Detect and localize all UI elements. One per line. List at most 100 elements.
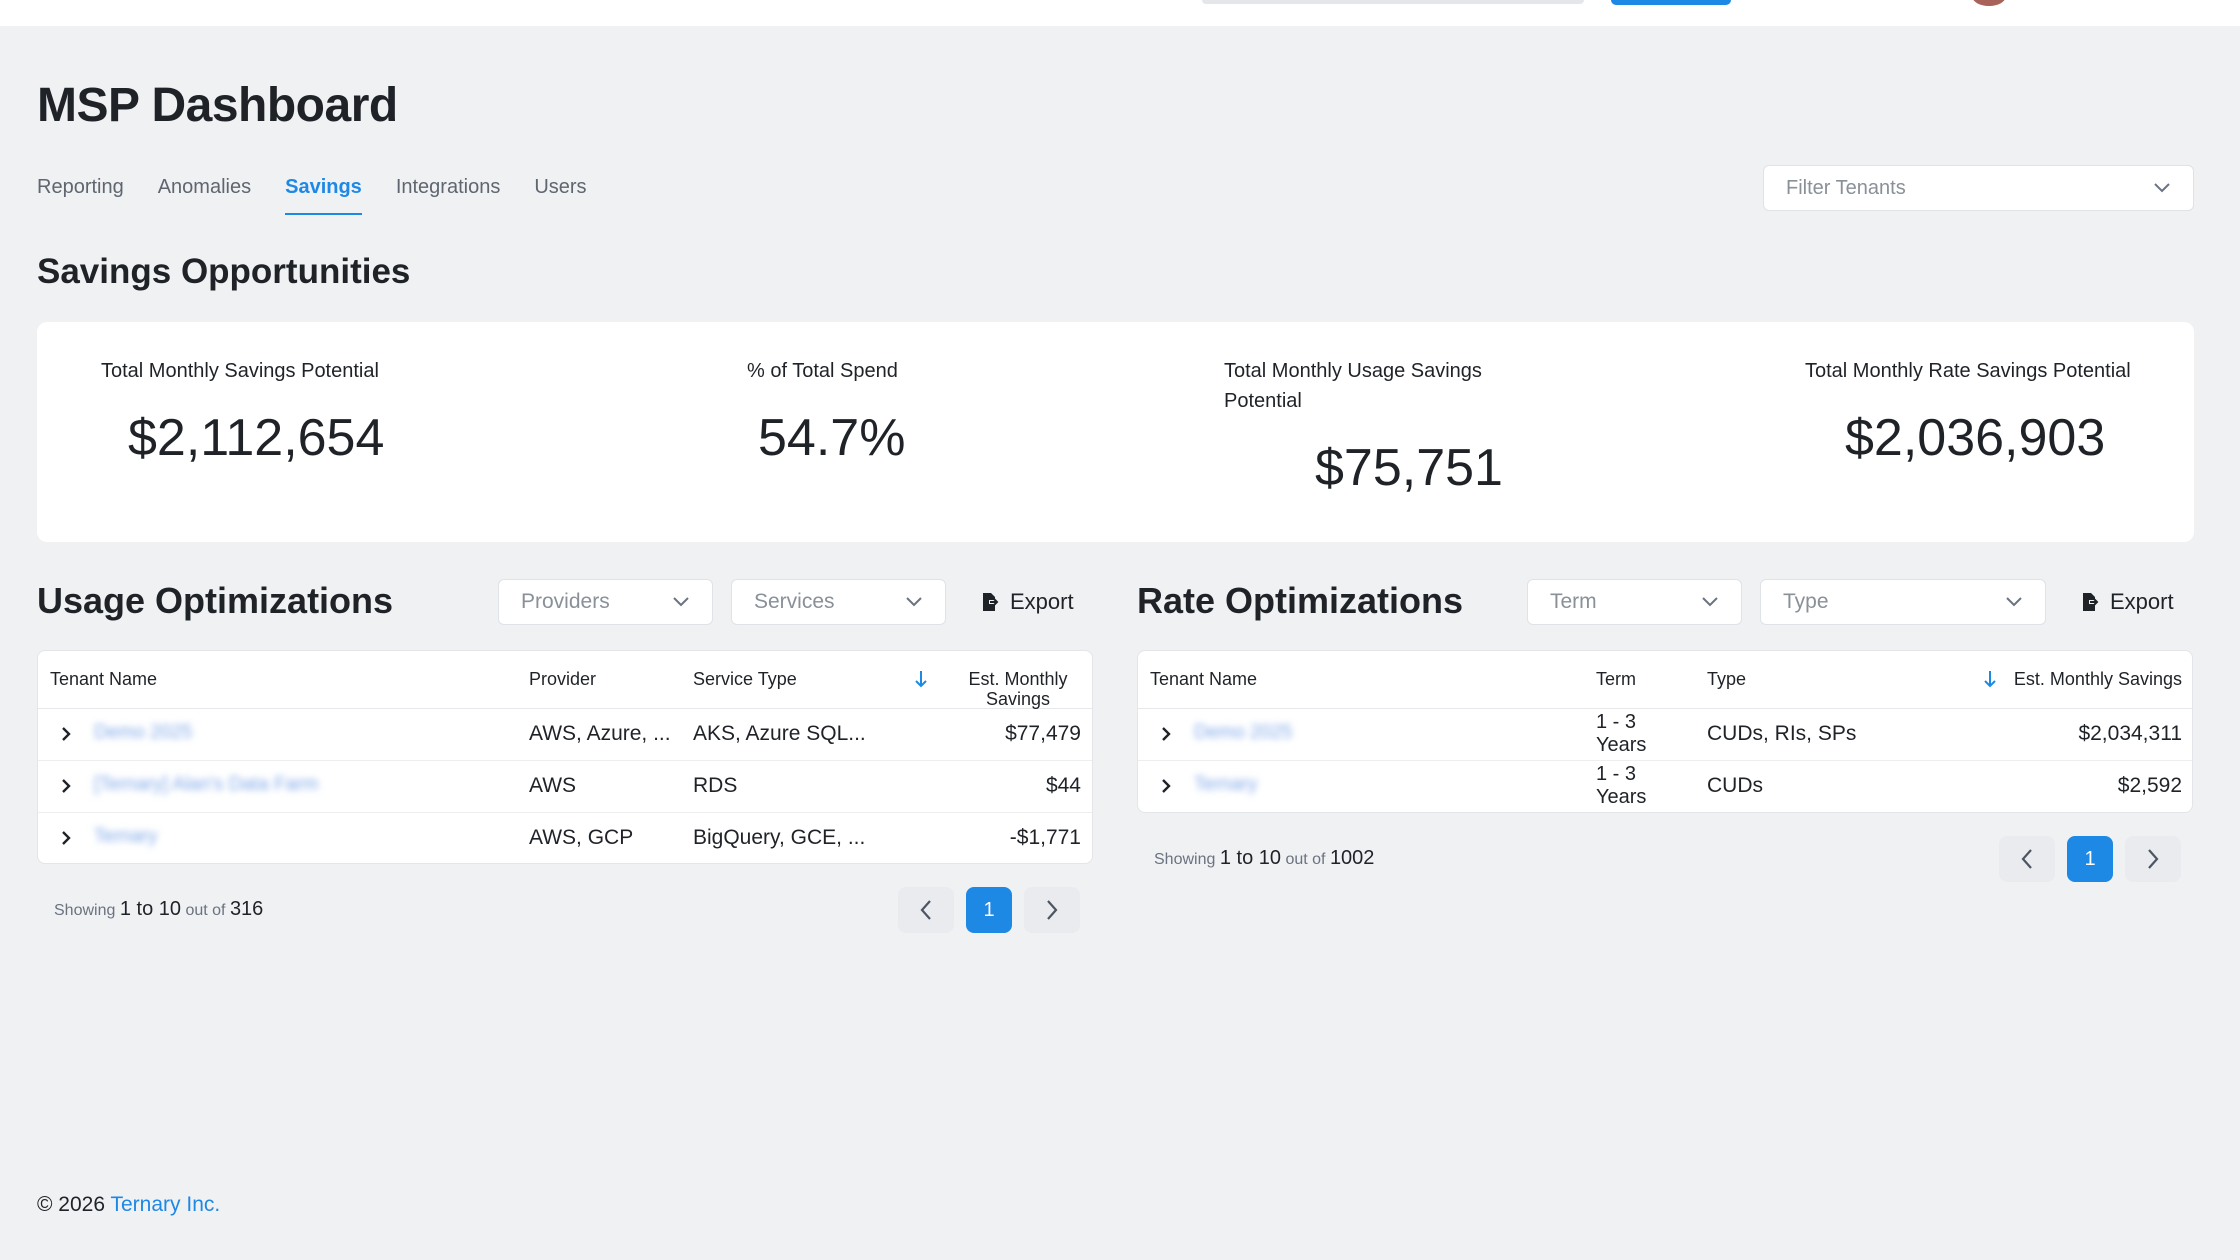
term-cell: 1 - 3 Years bbox=[1596, 711, 1646, 757]
services-placeholder: Services bbox=[754, 590, 835, 613]
tenant-name[interactable]: [Ternary] Alan's Data Farm bbox=[94, 774, 319, 795]
table-row[interactable]: [Ternary] Alan's Data Farm AWS RDS $44 bbox=[38, 761, 1092, 813]
chevron-right-icon[interactable] bbox=[54, 722, 78, 746]
previous-page-button[interactable] bbox=[1999, 836, 2055, 882]
term-select[interactable]: Term bbox=[1527, 579, 1742, 625]
next-page-button[interactable] bbox=[2125, 836, 2181, 882]
kpi-value: 54.7% bbox=[758, 409, 906, 467]
tenant-name[interactable]: Ternary bbox=[94, 826, 158, 847]
table-header: Tenant Name Provider Service Type Est. M… bbox=[38, 651, 1092, 709]
chevron-left-icon bbox=[2021, 849, 2032, 869]
providers-select[interactable]: Providers bbox=[498, 579, 713, 625]
column-header-est-monthly-savings[interactable]: Est. Monthly Savings bbox=[958, 669, 1078, 709]
company-link[interactable]: Ternary Inc. bbox=[110, 1193, 221, 1216]
showing-label: Showing bbox=[54, 902, 116, 919]
page-number-button[interactable]: 1 bbox=[966, 887, 1012, 933]
type-cell: CUDs bbox=[1707, 774, 1763, 797]
chevron-right-icon[interactable] bbox=[1154, 774, 1178, 798]
chevron-down-icon bbox=[906, 597, 922, 607]
kpi-label: Total Monthly Savings Potential bbox=[101, 360, 379, 382]
type-select[interactable]: Type bbox=[1760, 579, 2046, 625]
header-line: Savings bbox=[985, 689, 1051, 709]
column-header-type[interactable]: Type bbox=[1707, 669, 1747, 689]
table-row[interactable]: Ternary 1 - 3 Years CUDs $2,592 bbox=[1138, 761, 2192, 812]
top-action-button[interactable] bbox=[1611, 0, 1731, 5]
filter-tenants-placeholder: Filter Tenants bbox=[1786, 176, 1906, 199]
chevron-down-icon bbox=[673, 597, 689, 607]
column-header-provider[interactable]: Provider bbox=[529, 669, 597, 689]
term-placeholder: Term bbox=[1550, 590, 1597, 613]
rate-optimizations-table: Tenant Name Term Type Est. Monthly Savin… bbox=[1137, 650, 2193, 813]
service-type-cell: AKS, Azure SQL... bbox=[693, 722, 866, 745]
global-search-input[interactable] bbox=[1202, 0, 1584, 4]
chevron-right-icon bbox=[2148, 849, 2159, 869]
rate-export-button[interactable]: Export bbox=[2080, 579, 2174, 625]
provider-cell: AWS, GCP bbox=[529, 826, 634, 849]
next-page-button[interactable] bbox=[1024, 887, 1080, 933]
showing-total: 316 bbox=[229, 898, 264, 920]
provider-cell: AWS bbox=[529, 774, 577, 797]
chevron-down-icon bbox=[2006, 597, 2022, 607]
showing-label: Showing bbox=[1154, 851, 1216, 868]
savings-cell: $44 bbox=[1045, 774, 1081, 797]
kpi-label: % of Total Spend bbox=[747, 360, 898, 382]
usage-optimizations-table: Tenant Name Provider Service Type Est. M… bbox=[37, 650, 1093, 864]
table-row[interactable]: Ternary AWS, GCP BigQuery, GCE, ... -$1,… bbox=[38, 813, 1092, 863]
chevron-down-icon bbox=[2154, 183, 2170, 193]
previous-page-button[interactable] bbox=[898, 887, 954, 933]
table-row[interactable]: Demo 2025 1 - 3 Years CUDs, RIs, SPs $2,… bbox=[1138, 709, 2192, 761]
tab-integrations[interactable]: Integrations bbox=[395, 176, 501, 198]
chevron-right-icon[interactable] bbox=[54, 826, 78, 850]
table-row[interactable]: Demo 2025 AWS, Azure, ... AKS, Azure SQL… bbox=[38, 709, 1092, 761]
tab-savings[interactable]: Savings bbox=[285, 176, 362, 215]
savings-cell: -$1,771 bbox=[1009, 826, 1081, 849]
out-of-label: out of bbox=[185, 902, 226, 919]
term-unit: Years bbox=[1596, 786, 1647, 808]
column-header-service-type[interactable]: Service Type bbox=[693, 669, 797, 689]
services-select[interactable]: Services bbox=[731, 579, 946, 625]
chevron-left-icon bbox=[920, 900, 931, 920]
export-label: Export bbox=[2110, 589, 2174, 614]
header-line: Est. Monthly bbox=[968, 669, 1068, 689]
sort-descending-icon[interactable] bbox=[913, 669, 929, 689]
showing-range: 1 to 10 bbox=[119, 898, 181, 920]
column-header-term[interactable]: Term bbox=[1596, 669, 1636, 689]
term-range: 1 - 3 bbox=[1596, 763, 1637, 785]
filter-tenants-select[interactable]: Filter Tenants bbox=[1763, 165, 2194, 211]
avatar[interactable] bbox=[1972, 0, 2006, 6]
sort-descending-icon[interactable] bbox=[1982, 669, 1998, 689]
savings-cell: $2,592 bbox=[2117, 774, 2182, 797]
usage-export-button[interactable]: Export bbox=[980, 579, 1074, 625]
column-header-est-monthly-savings[interactable]: Est. Monthly Savings bbox=[2013, 669, 2182, 689]
rate-optimizations-title: Rate Optimizations bbox=[1137, 580, 1464, 621]
page-title: MSP Dashboard bbox=[37, 79, 398, 132]
kpi-total-monthly-savings: Total Monthly Savings Potential $2,112,6… bbox=[101, 356, 384, 468]
tab-reporting[interactable]: Reporting bbox=[37, 176, 124, 198]
kpi-value: $2,036,903 bbox=[1845, 409, 2106, 467]
usage-optimizations-title: Usage Optimizations bbox=[37, 580, 394, 621]
chevron-right-icon bbox=[1047, 900, 1058, 920]
savings-section-title: Savings Opportunities bbox=[37, 252, 411, 291]
kpi-usage-savings: Total Monthly Usage Savings Potential $7… bbox=[1224, 356, 1514, 498]
page-number-button[interactable]: 1 bbox=[2067, 836, 2113, 882]
kpi-percent-total-spend: % of Total Spend 54.7% bbox=[747, 356, 905, 468]
tab-users[interactable]: Users bbox=[534, 176, 587, 198]
usage-pagination-summary: Showing 1 to 10 out of 316 bbox=[54, 898, 263, 921]
service-type-cell: BigQuery, GCE, ... bbox=[693, 826, 866, 849]
tenant-name[interactable]: Demo 2025 bbox=[1194, 722, 1293, 743]
showing-total: 1002 bbox=[1329, 847, 1375, 869]
column-header-tenant[interactable]: Tenant Name bbox=[1150, 669, 1258, 689]
rate-pagination: 1 bbox=[1999, 836, 2181, 882]
tenant-name[interactable]: Ternary bbox=[1194, 774, 1258, 795]
kpi-rate-savings: Total Monthly Rate Savings Potential $2,… bbox=[1805, 356, 2131, 468]
kpi-label: Total Monthly Rate Savings Potential bbox=[1805, 360, 2131, 382]
kpi-value: $75,751 bbox=[1315, 439, 1503, 497]
out-of-label: out of bbox=[1285, 851, 1326, 868]
tab-anomalies[interactable]: Anomalies bbox=[157, 176, 252, 198]
chevron-right-icon[interactable] bbox=[1154, 722, 1178, 746]
tenant-name[interactable]: Demo 2025 bbox=[94, 722, 193, 743]
chevron-right-icon[interactable] bbox=[54, 774, 78, 798]
showing-range: 1 to 10 bbox=[1219, 847, 1281, 869]
column-header-tenant[interactable]: Tenant Name bbox=[50, 669, 158, 689]
savings-cell: $77,479 bbox=[1005, 722, 1081, 745]
